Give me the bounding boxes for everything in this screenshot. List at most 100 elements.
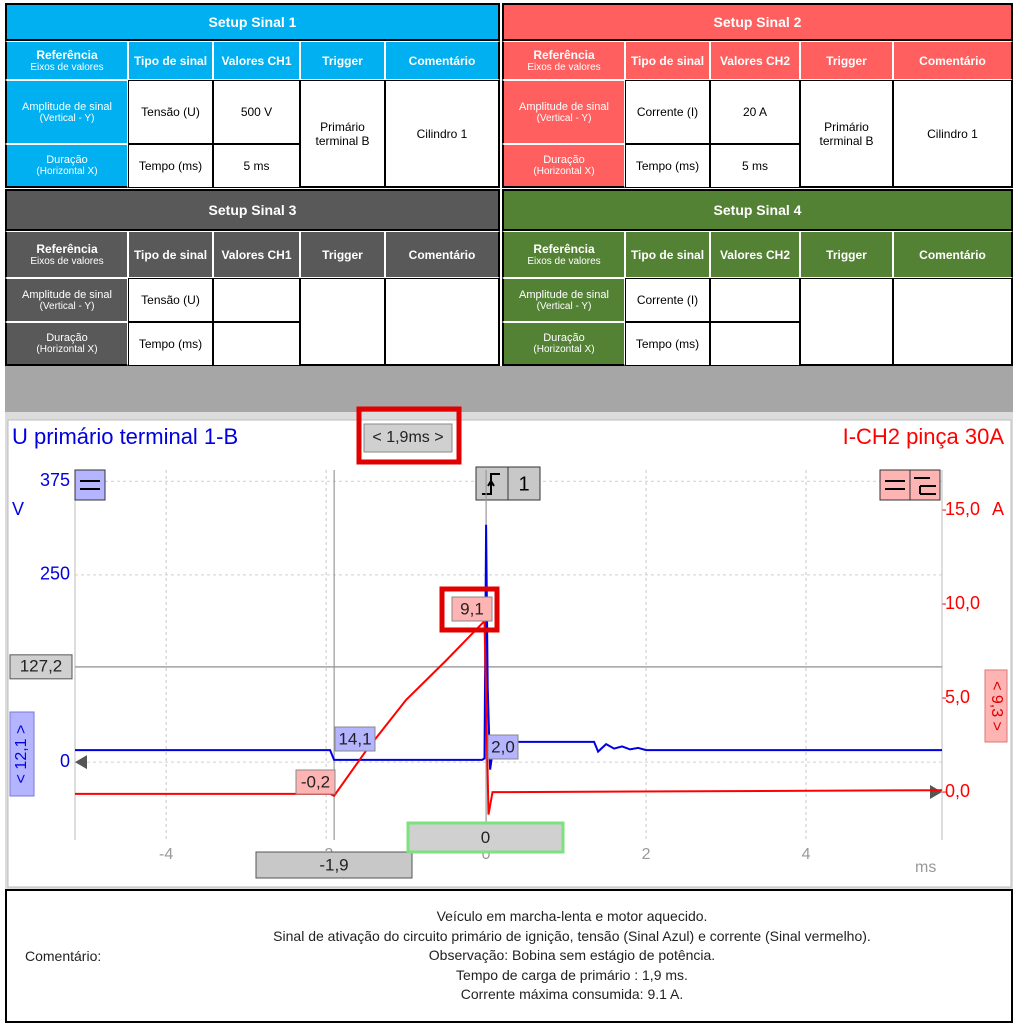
row-label-title: Duração [543,332,585,344]
trigger-cell: Primário terminal B [800,80,893,188]
marker-label: 9,1 [460,599,484,618]
header-title: Referência [533,48,595,62]
comment-cell: Cilindro 1 [385,80,500,188]
comment-cell: Cilindro 1 [893,80,1013,188]
signal-type: Corrente (I) [625,80,710,144]
row-label: Duração (Horizontal X) [502,322,625,366]
marker-label: -0,2 [301,772,330,791]
header-cell: Trigger [300,41,385,80]
series-line [75,524,942,770]
row-label-title: Amplitude de sinal [519,100,609,113]
y2-tick-label: 0,0 [945,781,970,801]
row-label: Duração (Horizontal X) [5,144,128,188]
comment-line: Veículo em marcha-lenta e motor aquecido… [436,908,708,924]
row-label: Duração (Horizontal X) [5,322,128,366]
row-label: Amplitude de sinal (Vertical - Y) [5,278,128,322]
row-label-title: Duração [543,154,585,166]
legend-label: U primário terminal 1-B [12,424,238,449]
signal-value [213,278,300,322]
y2-tick-label: 15,0 [945,499,980,519]
comment-lines: Veículo em marcha-lenta e motor aquecido… [127,907,1017,1005]
comment-cell [385,278,500,366]
header-cell: Tipo de sinal [128,41,213,80]
signal-value [213,322,300,366]
row-label-sub: (Vertical - Y) [39,300,95,312]
x-tick-label: -4 [159,846,173,863]
y-delta-label: < 12,1 > [13,725,30,784]
x-axis-label: ms [915,859,936,876]
signal-value: 5 ms [710,144,800,188]
header-sub: Eixos de valores [30,256,104,267]
marker-box [295,769,336,795]
header-cell: Tipo de sinal [625,41,710,80]
series-line [75,618,943,815]
row-label: Amplitude de sinal (Vertical - Y) [502,80,625,144]
signal-value: 5 ms [213,144,300,188]
header-title: Referência [36,48,98,62]
header-cell: Comentário [385,41,500,80]
marker-label: 2,0 [491,737,515,756]
setup-title: Setup Sinal 1 [5,3,500,41]
zero-arrow [75,755,87,770]
signal-type: Tempo (ms) [128,144,213,188]
row-label-title: Amplitude de sinal [519,288,609,301]
signal-value: 20 A [710,80,800,144]
header-cell: Trigger [800,41,893,80]
header-cell: Referência Eixos de valores [502,231,625,278]
row-label-sub: (Vertical - Y) [536,300,592,312]
row-label-sub: (Horizontal X) [533,166,595,177]
header-cell: Valores CH2 [710,231,800,278]
gray-band [5,366,1013,412]
trigger-box [507,466,541,501]
row-label: Amplitude de sinal (Vertical - Y) [5,80,128,144]
x-tick-label: 4 [802,846,811,863]
trigger-label: 1 [518,473,529,495]
row-label-sub: (Vertical - Y) [39,112,95,124]
header-cell: Comentário [385,231,500,278]
x-cursor-box [406,821,565,854]
setup-title: Setup Sinal 4 [502,189,1013,231]
y2-delta-label: < 9,3 > [988,681,1005,731]
signal-value: 500 V [213,80,300,144]
highlight [356,406,462,465]
row-label-title: Duração [46,154,88,166]
row-label-sub: (Vertical - Y) [536,112,592,124]
comment-cell [893,278,1013,366]
y2-tick-label: 5,0 [945,687,970,707]
setup-title: Setup Sinal 2 [502,3,1013,41]
row-label-sub: (Horizontal X) [533,344,595,355]
comment-label: Comentário: [25,948,102,964]
y2-axis-label: A [992,499,1004,519]
header-cell: Valores CH1 [213,231,300,278]
x-delta-label: < 1,9ms > [372,429,443,446]
marker-box [334,726,376,752]
header-cell: Tipo de sinal [128,231,213,278]
header-cell: Valores CH2 [710,41,800,80]
y-axis-label: V [12,499,24,519]
header-sub: Eixos de valores [30,62,104,73]
comment-line: Observação: Bobina sem estágio de potênc… [428,947,716,964]
comment-box: Comentário: Veículo em marcha-lenta e mo… [5,889,1013,1023]
row-label-sub: (Horizontal X) [36,344,98,355]
header-cell: Referência Eixos de valores [5,41,128,80]
x-cursor-label: 0 [481,828,490,847]
x-cursor-label: -1,9 [319,855,348,874]
y-delta-box [9,711,35,797]
header-sub: Eixos de valores [527,62,601,73]
y-tick-label: 375 [40,470,70,490]
x-tick-label: 0 [482,846,491,863]
row-label-title: Amplitude de sinal [22,100,112,113]
row-label-title: Amplitude de sinal [22,288,112,301]
comment-line: Tempo de carga de primário : 1,9 ms. [456,966,688,983]
row-label-sub: (Horizontal X) [36,166,98,177]
header-cell: Referência Eixos de valores [5,231,128,278]
marker-label: 14,1 [338,729,371,748]
scale-icon [74,469,106,501]
signal-type: Tempo (ms) [128,322,213,366]
signal-value [710,322,800,366]
row-label: Duração (Horizontal X) [502,144,625,188]
header-cell: Referência Eixos de valores [502,41,625,80]
scale-icon-lines [80,480,100,490]
highlight [439,586,500,633]
